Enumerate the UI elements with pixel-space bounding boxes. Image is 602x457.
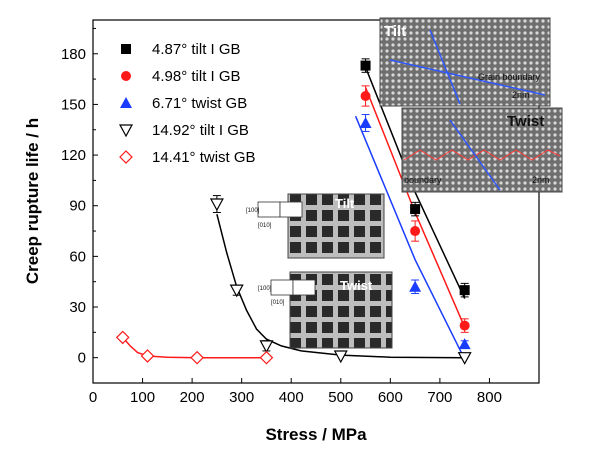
data-point-series-1 <box>459 285 470 296</box>
x-axis-label: Stress / MPa <box>265 425 367 444</box>
x-tick-label: 700 <box>427 389 452 406</box>
tilt-sem-label: Tilt <box>335 196 355 211</box>
twist-hrtem-inset: Twist boundary 2nm <box>401 107 563 193</box>
tilt-hrtem-label: Tilt <box>384 23 406 40</box>
data-point-series-2 <box>360 90 371 101</box>
fit-line-series-4 <box>216 214 465 359</box>
data-point-series-5 <box>115 330 130 345</box>
data-points <box>115 58 472 365</box>
x-tick-label: 300 <box>229 389 254 406</box>
x-tick-label: 200 <box>180 389 205 406</box>
plot-area <box>92 19 540 384</box>
tilt-hrtem-scale: 2nm <box>512 90 530 100</box>
y-tick-label: 30 <box>69 299 86 316</box>
y-tick-label: 120 <box>61 147 86 164</box>
axis-ticks: 0 100 200 300 400 500 600 700 800 0 30 60 90 120 150 18… <box>61 27 502 406</box>
legend-marker-5 <box>119 150 133 164</box>
legend-label-3: 6.71° twist GB <box>152 95 247 112</box>
twist-hrtem-sublabel: boundary <box>404 175 442 185</box>
data-point-series-2 <box>410 226 421 237</box>
data-point-series-5 <box>190 350 204 365</box>
legend-label-2: 4.98° tilt I GB <box>152 68 241 85</box>
tilt-hrtem-inset: Tilt Grain boundary 2nm <box>379 17 551 107</box>
legend-marker-4 <box>118 124 134 138</box>
legend-label-5: 14.41° twist GB <box>152 149 256 166</box>
y-tick-label: 60 <box>69 248 86 265</box>
data-point-series-3 <box>458 338 471 350</box>
data-point-series-4 <box>209 198 224 212</box>
tilt-hrtem-sublabel: Grain boundary <box>478 72 541 82</box>
y-tick-label: 180 <box>61 46 86 63</box>
y-tick-label: 150 <box>61 96 86 113</box>
fit-line-series-3 <box>354 115 463 355</box>
x-tick-label: 800 <box>477 389 502 406</box>
data-point-series-1 <box>410 204 421 215</box>
x-tick-label: 400 <box>279 389 304 406</box>
data-point-series-5 <box>140 349 155 363</box>
x-tick-label: 0 <box>89 389 97 406</box>
twist-hrtem-scale: 2nm <box>532 175 550 185</box>
data-point-series-4 <box>333 350 348 364</box>
data-point-series-4 <box>259 340 274 354</box>
tilt-sem-inset: Tilt [100] [010] <box>246 193 385 259</box>
data-point-series-1 <box>360 60 371 71</box>
x-tick-label: 500 <box>328 389 353 406</box>
data-point-series-2 <box>459 320 470 331</box>
data-point-series-5 <box>259 350 274 365</box>
data-point-series-3 <box>359 116 372 128</box>
twist-sem-axis1: [100] <box>258 286 272 292</box>
legend-label-1: 4.87° tilt I GB <box>152 41 241 58</box>
twist-sem-inset: Twist [100] [010] <box>258 271 393 349</box>
data-point-series-4 <box>457 352 472 365</box>
legend-marker-1 <box>121 44 131 54</box>
x-tick-label: 600 <box>378 389 403 406</box>
legend-marker-2 <box>121 71 131 81</box>
legend: 4.87° tilt I GB 4.98° tilt I GB 6.71° twis… <box>118 41 256 166</box>
y-tick-label: 90 <box>69 198 86 215</box>
legend-label-4: 14.92° tilt I GB <box>152 122 249 139</box>
data-point-series-4 <box>229 284 244 298</box>
fit-curves <box>122 67 466 359</box>
tilt-sem-axis2: [010] <box>258 223 272 229</box>
legend-marker-3 <box>120 97 132 108</box>
tilt-sem-axis1: [100] <box>246 208 260 214</box>
data-point-series-3 <box>409 280 422 292</box>
y-axis-label: Creep rupture life / h <box>23 118 42 284</box>
twist-sem-label: Twist <box>340 278 373 293</box>
y-tick-label: 0 <box>78 350 86 367</box>
twist-sem-axis2: [010] <box>271 300 285 306</box>
x-tick-label: 100 <box>130 389 155 406</box>
twist-hrtem-label: Twist <box>507 113 544 130</box>
